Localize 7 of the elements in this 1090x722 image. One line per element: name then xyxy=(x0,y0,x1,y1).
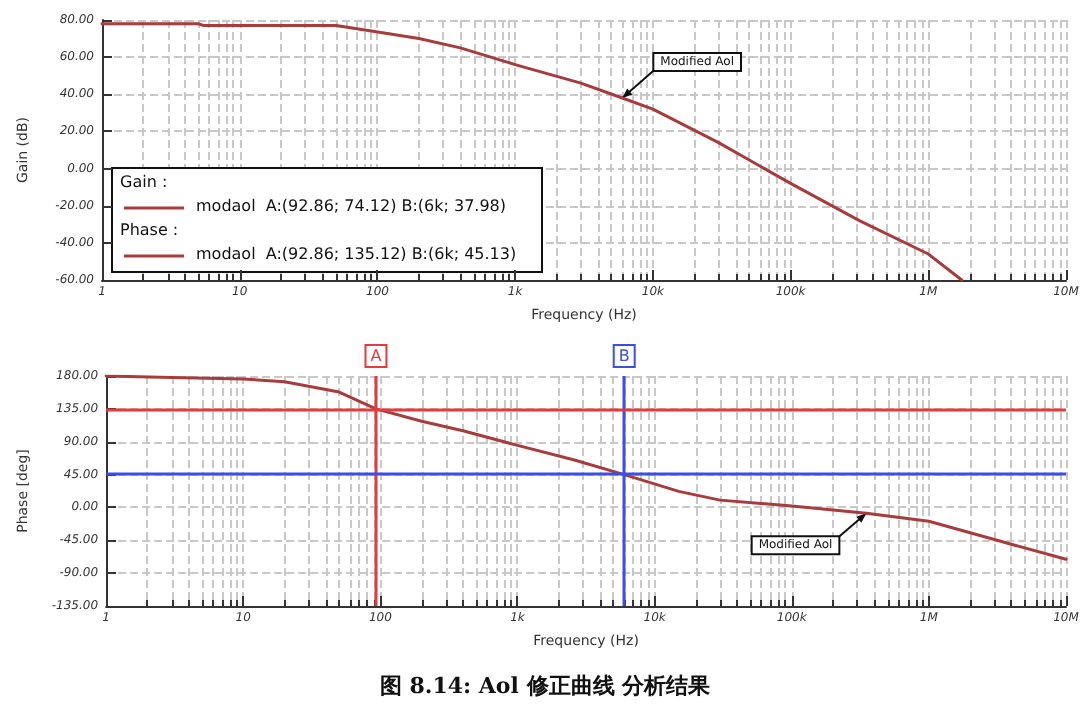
annotation: modaol A:(92.86; 74.12) B:(6k; 37.98) xyxy=(196,197,507,215)
annotation: Phase : xyxy=(120,221,179,239)
annotation: modaol A:(92.86; 135.12) B:(6k; 45.13) xyxy=(196,245,517,263)
ref-line-label: B xyxy=(618,347,630,365)
annotation: Gain : xyxy=(120,173,168,191)
caption: 图 8.14: Aol 修正曲线 分析结果 xyxy=(379,673,713,699)
ref-line-label: A xyxy=(370,347,383,365)
